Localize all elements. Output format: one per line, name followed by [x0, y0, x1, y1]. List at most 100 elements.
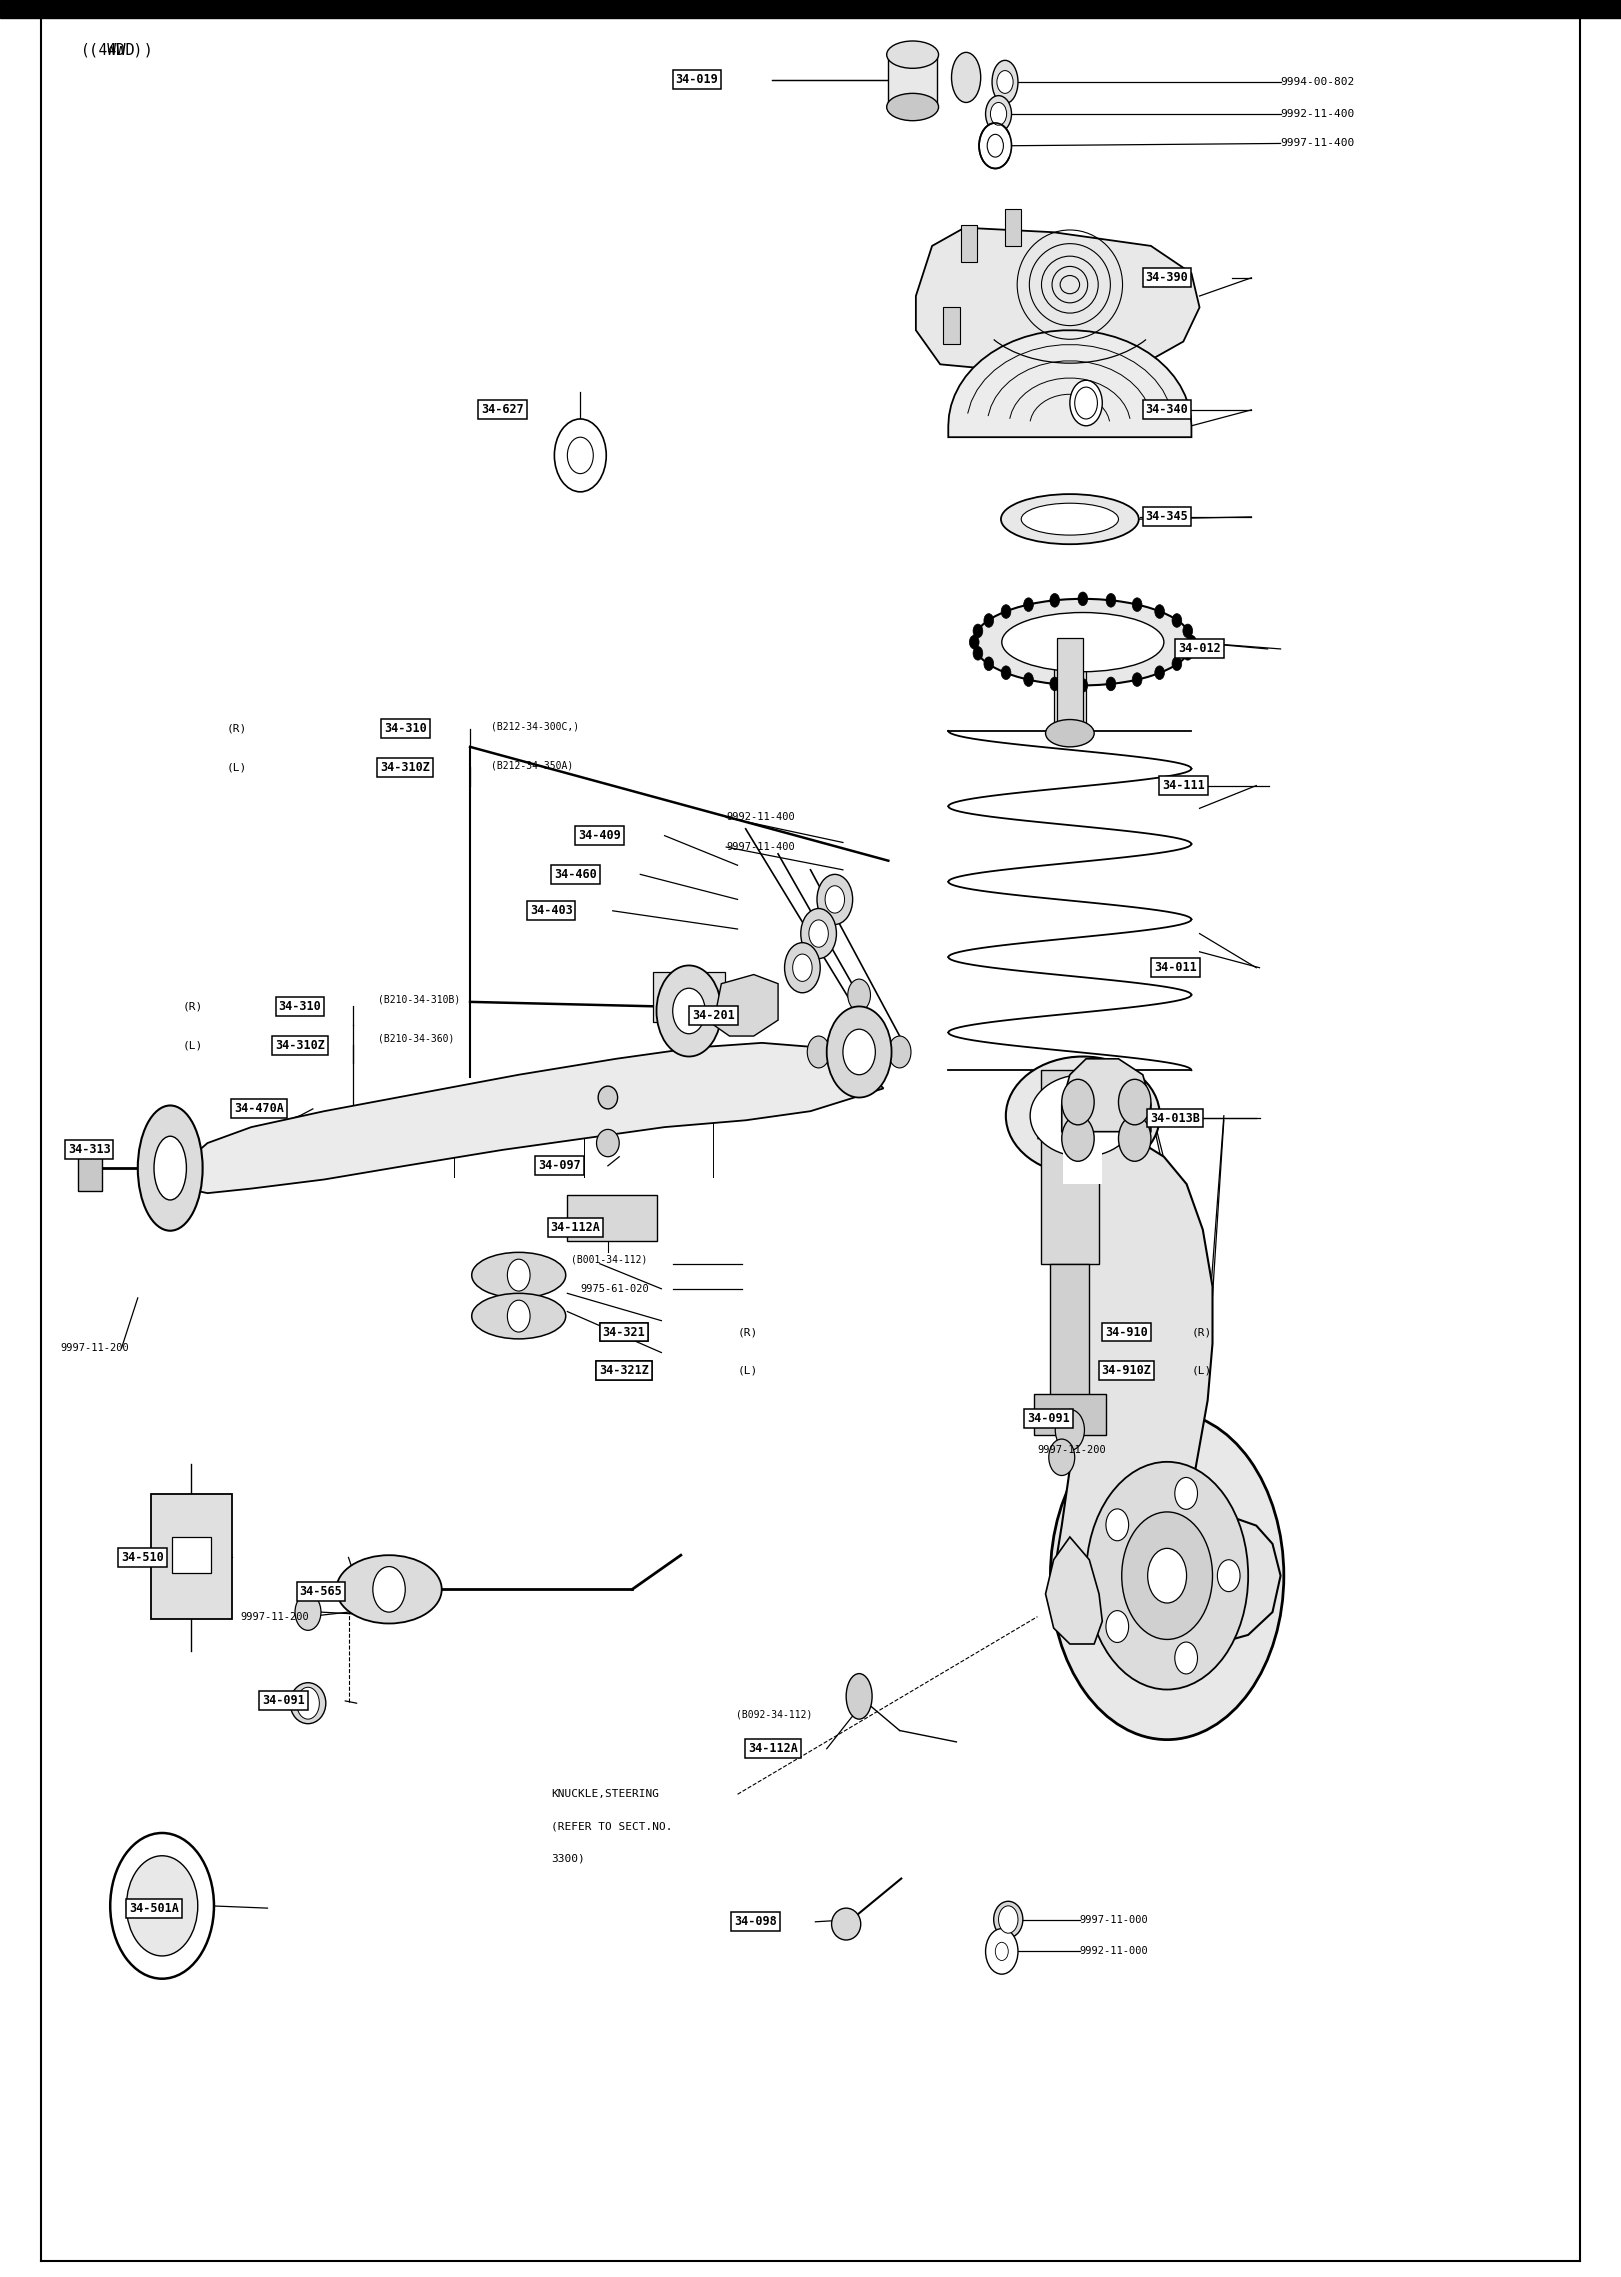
Ellipse shape	[887, 93, 939, 121]
Circle shape	[1183, 624, 1193, 638]
Circle shape	[1050, 594, 1060, 608]
Circle shape	[984, 656, 994, 669]
Circle shape	[1062, 1116, 1094, 1161]
Text: 34-091: 34-091	[263, 1694, 305, 1708]
Ellipse shape	[597, 1129, 619, 1157]
Ellipse shape	[673, 988, 705, 1034]
Circle shape	[825, 886, 845, 913]
Text: 34-321: 34-321	[603, 1325, 645, 1339]
Ellipse shape	[1005, 1057, 1161, 1175]
Text: 34-340: 34-340	[1146, 403, 1188, 417]
Circle shape	[973, 624, 982, 638]
Circle shape	[1175, 1478, 1198, 1510]
Ellipse shape	[801, 909, 836, 959]
Ellipse shape	[1046, 720, 1094, 747]
Text: 34-501A: 34-501A	[130, 1901, 178, 1915]
Text: KNUCKLE,STEERING: KNUCKLE,STEERING	[551, 1790, 660, 1799]
Circle shape	[1118, 1079, 1151, 1125]
Text: 9975-61-020: 9975-61-020	[580, 1284, 648, 1293]
Text: (B212-34-350A): (B212-34-350A)	[491, 761, 574, 770]
Circle shape	[984, 615, 994, 626]
Ellipse shape	[832, 1908, 861, 1940]
Circle shape	[973, 647, 982, 660]
Ellipse shape	[138, 1107, 203, 1230]
Text: 34-091: 34-091	[1028, 1412, 1070, 1425]
Circle shape	[507, 1300, 530, 1332]
Ellipse shape	[1000, 494, 1138, 544]
Text: 34-565: 34-565	[300, 1585, 342, 1598]
Text: 34-019: 34-019	[676, 73, 718, 87]
Ellipse shape	[846, 1674, 872, 1719]
Ellipse shape	[952, 52, 981, 102]
Circle shape	[1002, 665, 1012, 679]
Ellipse shape	[986, 96, 1012, 132]
Ellipse shape	[1002, 613, 1164, 672]
Text: 34-201: 34-201	[692, 1009, 734, 1022]
Circle shape	[1106, 1510, 1128, 1542]
Text: 9997-11-200: 9997-11-200	[240, 1612, 308, 1621]
Ellipse shape	[598, 1086, 618, 1109]
Text: 9992-11-000: 9992-11-000	[1080, 1947, 1148, 1956]
Ellipse shape	[657, 965, 721, 1057]
Ellipse shape	[336, 1555, 441, 1624]
Circle shape	[1078, 592, 1088, 606]
Circle shape	[1024, 599, 1034, 613]
Text: 34-310: 34-310	[384, 722, 426, 735]
Polygon shape	[948, 330, 1191, 437]
Text: 34-112A: 34-112A	[551, 1220, 600, 1234]
Polygon shape	[1037, 1120, 1281, 1644]
Circle shape	[1050, 1412, 1284, 1740]
Circle shape	[1122, 1512, 1213, 1639]
Circle shape	[969, 635, 979, 649]
Text: ( 4WD ): ( 4WD )	[89, 43, 152, 57]
Circle shape	[1055, 1409, 1084, 1450]
Ellipse shape	[817, 874, 853, 924]
Bar	[1034, 1394, 1106, 1435]
Circle shape	[295, 1594, 321, 1630]
Bar	[961, 225, 977, 262]
Text: (L): (L)	[183, 1041, 203, 1050]
Circle shape	[793, 954, 812, 981]
Text: 34-403: 34-403	[530, 904, 572, 918]
Text: 34-310: 34-310	[279, 1000, 321, 1013]
Circle shape	[1050, 676, 1060, 690]
Text: 34-460: 34-460	[554, 868, 597, 881]
Ellipse shape	[472, 1252, 566, 1298]
Text: 34-012: 34-012	[1178, 642, 1221, 656]
Text: (R): (R)	[183, 1002, 203, 1011]
Ellipse shape	[992, 61, 1018, 102]
Circle shape	[1154, 665, 1164, 679]
Text: (L): (L)	[227, 763, 246, 772]
Text: 34-112A: 34-112A	[749, 1742, 798, 1756]
Text: 34-011: 34-011	[1154, 961, 1196, 975]
Bar	[151, 1494, 232, 1619]
Polygon shape	[1062, 1059, 1151, 1132]
Bar	[78, 1145, 102, 1191]
Polygon shape	[186, 1043, 883, 1193]
Text: (B210-34-310B): (B210-34-310B)	[378, 995, 460, 1004]
Text: 9997-11-400: 9997-11-400	[1281, 139, 1355, 148]
Circle shape	[1187, 635, 1196, 649]
Polygon shape	[916, 228, 1200, 369]
Circle shape	[1131, 599, 1141, 613]
Circle shape	[297, 1687, 319, 1719]
Circle shape	[807, 1036, 830, 1068]
Text: 34-470A: 34-470A	[235, 1102, 284, 1116]
Text: 9997-11-200: 9997-11-200	[1037, 1446, 1106, 1455]
Circle shape	[843, 1029, 875, 1075]
Ellipse shape	[1070, 380, 1102, 426]
Circle shape	[986, 1929, 1018, 1974]
Circle shape	[1172, 658, 1182, 669]
Circle shape	[1075, 387, 1097, 419]
Bar	[888, 55, 937, 105]
Circle shape	[1154, 606, 1164, 619]
Bar	[567, 1195, 657, 1241]
Circle shape	[1106, 594, 1115, 608]
Circle shape	[827, 1006, 892, 1098]
Circle shape	[1002, 606, 1012, 619]
Text: (R): (R)	[227, 724, 246, 733]
Circle shape	[997, 71, 1013, 93]
Ellipse shape	[887, 41, 939, 68]
Circle shape	[1118, 1116, 1151, 1161]
Text: (R): (R)	[1191, 1327, 1211, 1337]
